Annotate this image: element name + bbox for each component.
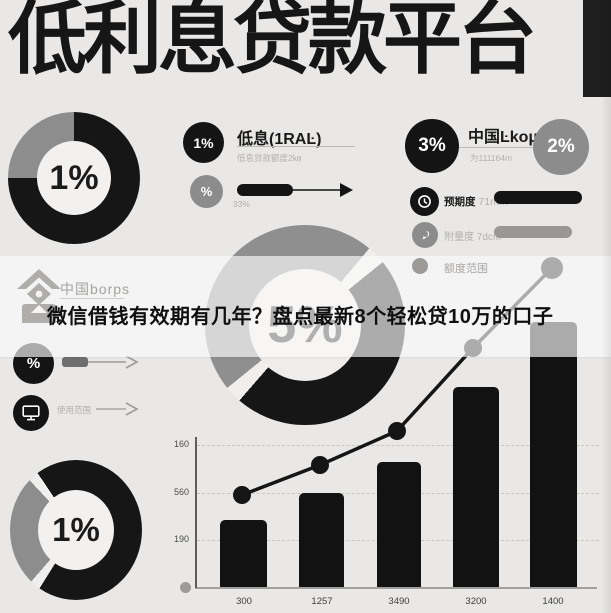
clock-icon xyxy=(410,187,439,216)
headline-banner xyxy=(0,256,611,357)
line-data-point xyxy=(311,456,329,474)
china-badge-secondary: 2% xyxy=(533,119,589,175)
divider xyxy=(237,146,355,147)
bar xyxy=(220,520,267,587)
donut-value: 1% xyxy=(37,141,111,215)
loan-title: 低息(1RAĿ) xyxy=(237,131,322,148)
bar xyxy=(453,387,499,587)
chart-origin-dot xyxy=(180,582,191,593)
loan-percent-badge: % xyxy=(190,175,223,208)
china-subtitle: 为111164m xyxy=(470,153,513,163)
line-data-point xyxy=(233,486,251,504)
monitor-icon xyxy=(13,395,49,431)
chart-gridline xyxy=(197,445,599,446)
mid-range-label: 使用范围 xyxy=(57,405,92,415)
line-data-point xyxy=(388,422,406,440)
loan-rate-note: 33% xyxy=(233,199,251,209)
chart-x-axis xyxy=(195,587,597,589)
corner-shade xyxy=(583,0,611,97)
mid-progress-stub xyxy=(62,357,88,367)
row-label-bold: 预期度 xyxy=(444,196,476,208)
home-icon xyxy=(14,267,64,328)
donut-chart-top-left: 1% xyxy=(8,112,140,244)
divider xyxy=(459,147,537,148)
legend-dot xyxy=(412,258,428,274)
x-tick-label: 3200 xyxy=(465,596,487,607)
x-tick-label: 1257 xyxy=(311,596,333,607)
loan-badge: 1% xyxy=(183,122,224,163)
china-title: 中国Ŀkoµ xyxy=(468,129,538,146)
y-tick-label: 190 xyxy=(173,534,189,544)
donut-chart-bottom-left: 1% xyxy=(10,460,142,600)
brand-label: 中国borps xyxy=(60,281,131,297)
y-tick-label: 560 xyxy=(173,487,189,497)
loan-progress-pill xyxy=(237,184,293,196)
china-badge: 3% xyxy=(405,119,459,173)
chart-y-axis xyxy=(195,437,197,588)
row-label-light: 7dcm xyxy=(476,232,502,243)
row-label-light: 附量度 xyxy=(444,232,474,243)
donut-value: 1% xyxy=(38,490,114,570)
china-row-2-bar xyxy=(494,226,572,238)
page-title: 低利息贷款平台 xyxy=(8,0,537,83)
china-row-2-label: 附量度 7dcm xyxy=(444,228,501,243)
brand-underline xyxy=(60,298,124,299)
x-tick-label: 300 xyxy=(236,596,252,607)
bar xyxy=(299,493,344,587)
x-tick-label: 1400 xyxy=(542,596,564,607)
bar xyxy=(377,462,421,587)
article-headline[interactable]: 微信借钱有效期有几年？盘点最新8个轻松贷10万的口子 xyxy=(47,306,554,328)
loan-subtitle: 低息贷款额度2㎞ xyxy=(237,153,302,163)
y-tick-label: 160 xyxy=(173,439,189,449)
legend-label: 额度范围 xyxy=(444,263,488,275)
x-tick-label: 3490 xyxy=(388,596,410,607)
quote-icon xyxy=(412,222,438,248)
bar xyxy=(530,322,577,587)
china-row-1-bar xyxy=(494,191,582,204)
